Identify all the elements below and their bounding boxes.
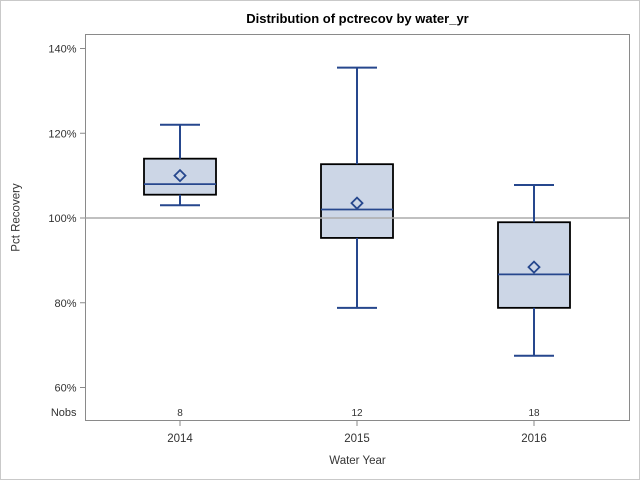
- chart-title: Distribution of pctrecov by water_yr: [246, 11, 469, 26]
- x-tick-label-2015: 2015: [344, 433, 370, 445]
- box-2014: [143, 157, 217, 196]
- nobs-row-label: Nobs: [51, 407, 77, 419]
- y-tick-label: 60%: [54, 383, 76, 395]
- mean-marker-2014: [173, 168, 187, 183]
- box-2016: [497, 221, 571, 309]
- nobs-value-2015: 12: [351, 408, 363, 419]
- mean-marker-2015: [350, 196, 364, 210]
- y-tick-label: 80%: [54, 298, 76, 310]
- x-tick-label-2014: 2014: [167, 433, 193, 445]
- box-2015: [320, 163, 394, 239]
- nobs-value-2016: 18: [528, 408, 540, 419]
- x-tick-label-2016: 2016: [521, 433, 547, 445]
- y-tick-label: 100%: [48, 213, 76, 225]
- mean-marker-2016: [527, 260, 541, 274]
- y-tick-label: 140%: [48, 44, 76, 56]
- y-tick-label: 120%: [48, 128, 76, 140]
- x-axis-title: Water Year: [329, 455, 386, 467]
- nobs-value-2014: 8: [177, 408, 183, 419]
